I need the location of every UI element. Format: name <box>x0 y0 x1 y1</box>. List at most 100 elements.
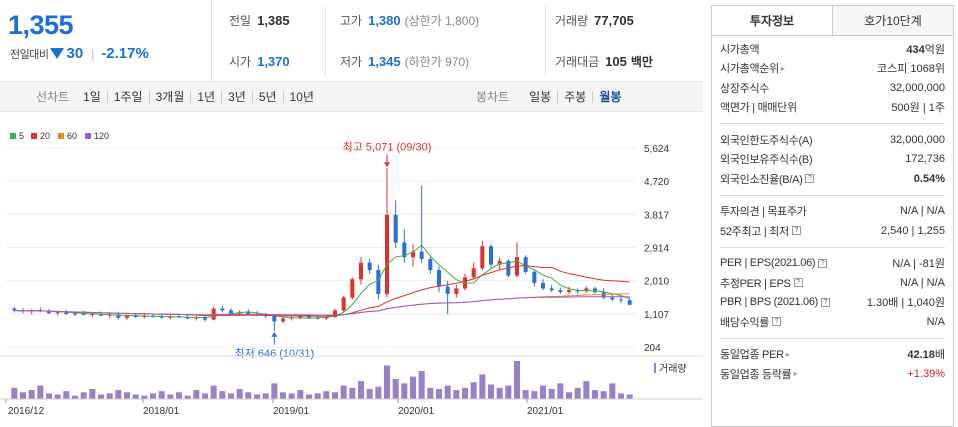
line-chart-label: 선차트 <box>36 90 70 104</box>
divider <box>325 6 326 76</box>
candle-weekly[interactable]: 주봉 <box>557 90 592 103</box>
current-price: 1,355 <box>8 10 74 40</box>
volume-bar <box>20 392 26 399</box>
arrow-right-icon: ▸ <box>785 349 790 359</box>
legend-label: 120 <box>94 131 109 141</box>
volume-bar <box>54 394 61 399</box>
info-label: 추정PER | EPS <box>720 277 791 290</box>
candle-body <box>359 262 363 280</box>
volume-bar <box>375 386 382 399</box>
volume-bar <box>427 387 434 399</box>
info-label: 외국인소진율(B/A) <box>720 173 803 186</box>
volume-bar <box>505 385 512 399</box>
help-icon[interactable]: ? <box>772 317 782 327</box>
candle-body <box>307 316 311 318</box>
volume-bar <box>132 394 139 399</box>
price-change: 전일대비 30 | -2.17% <box>10 45 149 62</box>
help-icon[interactable]: ? <box>818 258 828 268</box>
candle-body <box>541 282 545 289</box>
volume-bar <box>288 393 295 399</box>
help-icon[interactable]: ? <box>791 226 801 236</box>
moving-average-line <box>14 296 630 316</box>
candle-body <box>532 271 537 283</box>
tab-order-book[interactable]: 호가10단계 <box>832 6 953 35</box>
volume-bar <box>479 374 486 399</box>
side-panel: 투자정보 호가10단계 시가총액 434억원 시가총액순위 ▸ 코스피 1068위 상장주… <box>711 5 954 427</box>
info-value: 500원 | 1주 <box>891 102 945 115</box>
volume-bar <box>37 385 44 399</box>
candle-body <box>445 286 450 294</box>
x-tick-label: 2018/01 <box>143 406 180 417</box>
volume-bar <box>323 391 330 399</box>
candlestick-chart-svg: 5 20 60 120 5,624 4,720 3,817 2,914 2,010 1,107 20… <box>0 131 703 417</box>
candle-monthly[interactable]: 월봉 <box>592 90 627 103</box>
stock-chart: 5 20 60 120 5,624 4,720 3,817 2,914 2,010 1,107 20… <box>0 113 703 427</box>
info-row[interactable]: 시가총액순위 ▸ 코스피 1068위 <box>720 59 945 79</box>
info-value: 172,736 <box>905 153 945 166</box>
info-value: 32,000,000 <box>889 81 945 94</box>
candle-body <box>489 246 493 265</box>
help-icon[interactable]: ? <box>793 278 803 288</box>
info-value: 코스피 1068위 <box>876 63 945 76</box>
info-row: 외국인소진율(B/A)? 0.54% <box>720 169 945 189</box>
y-tick-label: 4,720 <box>644 177 669 188</box>
info-row: PBR | BPS (2021.06)? 1.30배 | 1,040원 <box>720 293 945 313</box>
chart-toolbar: 선차트 1일 1주일 3개월 1년 3년 5년 10년 봉차트 일봉 주봉 월봉 <box>0 82 703 112</box>
candle-body <box>125 315 129 318</box>
y-tick-label: 204 <box>644 343 661 354</box>
down-triangle-icon <box>50 48 65 59</box>
candle-body <box>47 311 51 314</box>
volume-bar <box>462 387 468 399</box>
candle-body <box>203 317 207 320</box>
period-3y[interactable]: 3년 <box>221 90 252 103</box>
candle-daily[interactable]: 일봉 <box>529 89 552 104</box>
candle-chart-label: 봉차트 <box>476 90 510 104</box>
help-icon[interactable]: ? <box>821 297 831 307</box>
period-10y[interactable]: 10년 <box>282 90 320 103</box>
help-icon[interactable]: ? <box>805 174 815 184</box>
volume-bar <box>176 392 182 399</box>
candle-body <box>376 270 381 294</box>
info-row: 배당수익률? N/A <box>720 312 945 332</box>
info-label: 외국인한도주식수(A) <box>720 134 813 147</box>
volume-bar <box>557 383 564 399</box>
volume-bar <box>514 361 520 399</box>
candle-body <box>393 214 398 243</box>
volume-bar <box>540 385 546 399</box>
period-1w[interactable]: 1주일 <box>106 90 149 103</box>
volume-bar <box>358 381 364 399</box>
volume-bar <box>618 393 624 399</box>
period-1d[interactable]: 1일 <box>83 89 101 104</box>
candle-body <box>428 259 433 271</box>
legend-swatch <box>10 133 16 139</box>
volume-bar <box>366 388 373 399</box>
candle-body <box>211 308 216 320</box>
volume-bar <box>115 390 122 399</box>
y-tick-label: 5,624 <box>644 144 669 155</box>
divider: | <box>91 46 95 61</box>
high-annotation: 최고 5,071 (09/30) <box>343 140 432 153</box>
info-label: 배당수익률 <box>720 316 770 329</box>
high-arrow-head <box>384 162 390 168</box>
volume-bar <box>314 393 321 399</box>
info-label: 동일업종 PER <box>720 349 784 362</box>
info-row[interactable]: 동일업종 등락률 ▸ +1.39% <box>720 364 945 384</box>
info-row: 추정PER | EPS? N/A | N/A <box>720 273 945 293</box>
legend-label: 60 <box>67 131 77 141</box>
period-3m[interactable]: 3개월 <box>148 90 191 103</box>
tab-investment-info[interactable]: 투자정보 <box>712 6 832 35</box>
candle-body <box>454 288 459 294</box>
candle-body <box>12 308 17 311</box>
info-row: 외국인보유주식수(B) 172,736 <box>720 150 945 170</box>
period-1y[interactable]: 1년 <box>190 90 221 103</box>
divider <box>545 6 546 76</box>
volume-bar <box>210 385 217 399</box>
x-tick-label: 2021/01 <box>527 406 564 417</box>
info-row[interactable]: 동일업종 PER ▸ 42.18배 <box>720 345 945 365</box>
volume-bar <box>384 365 390 399</box>
period-5y[interactable]: 5년 <box>251 90 283 103</box>
volume-bar <box>228 393 234 399</box>
group-divider <box>720 123 945 124</box>
volume-bar <box>245 392 252 399</box>
volume-bar <box>306 394 312 399</box>
